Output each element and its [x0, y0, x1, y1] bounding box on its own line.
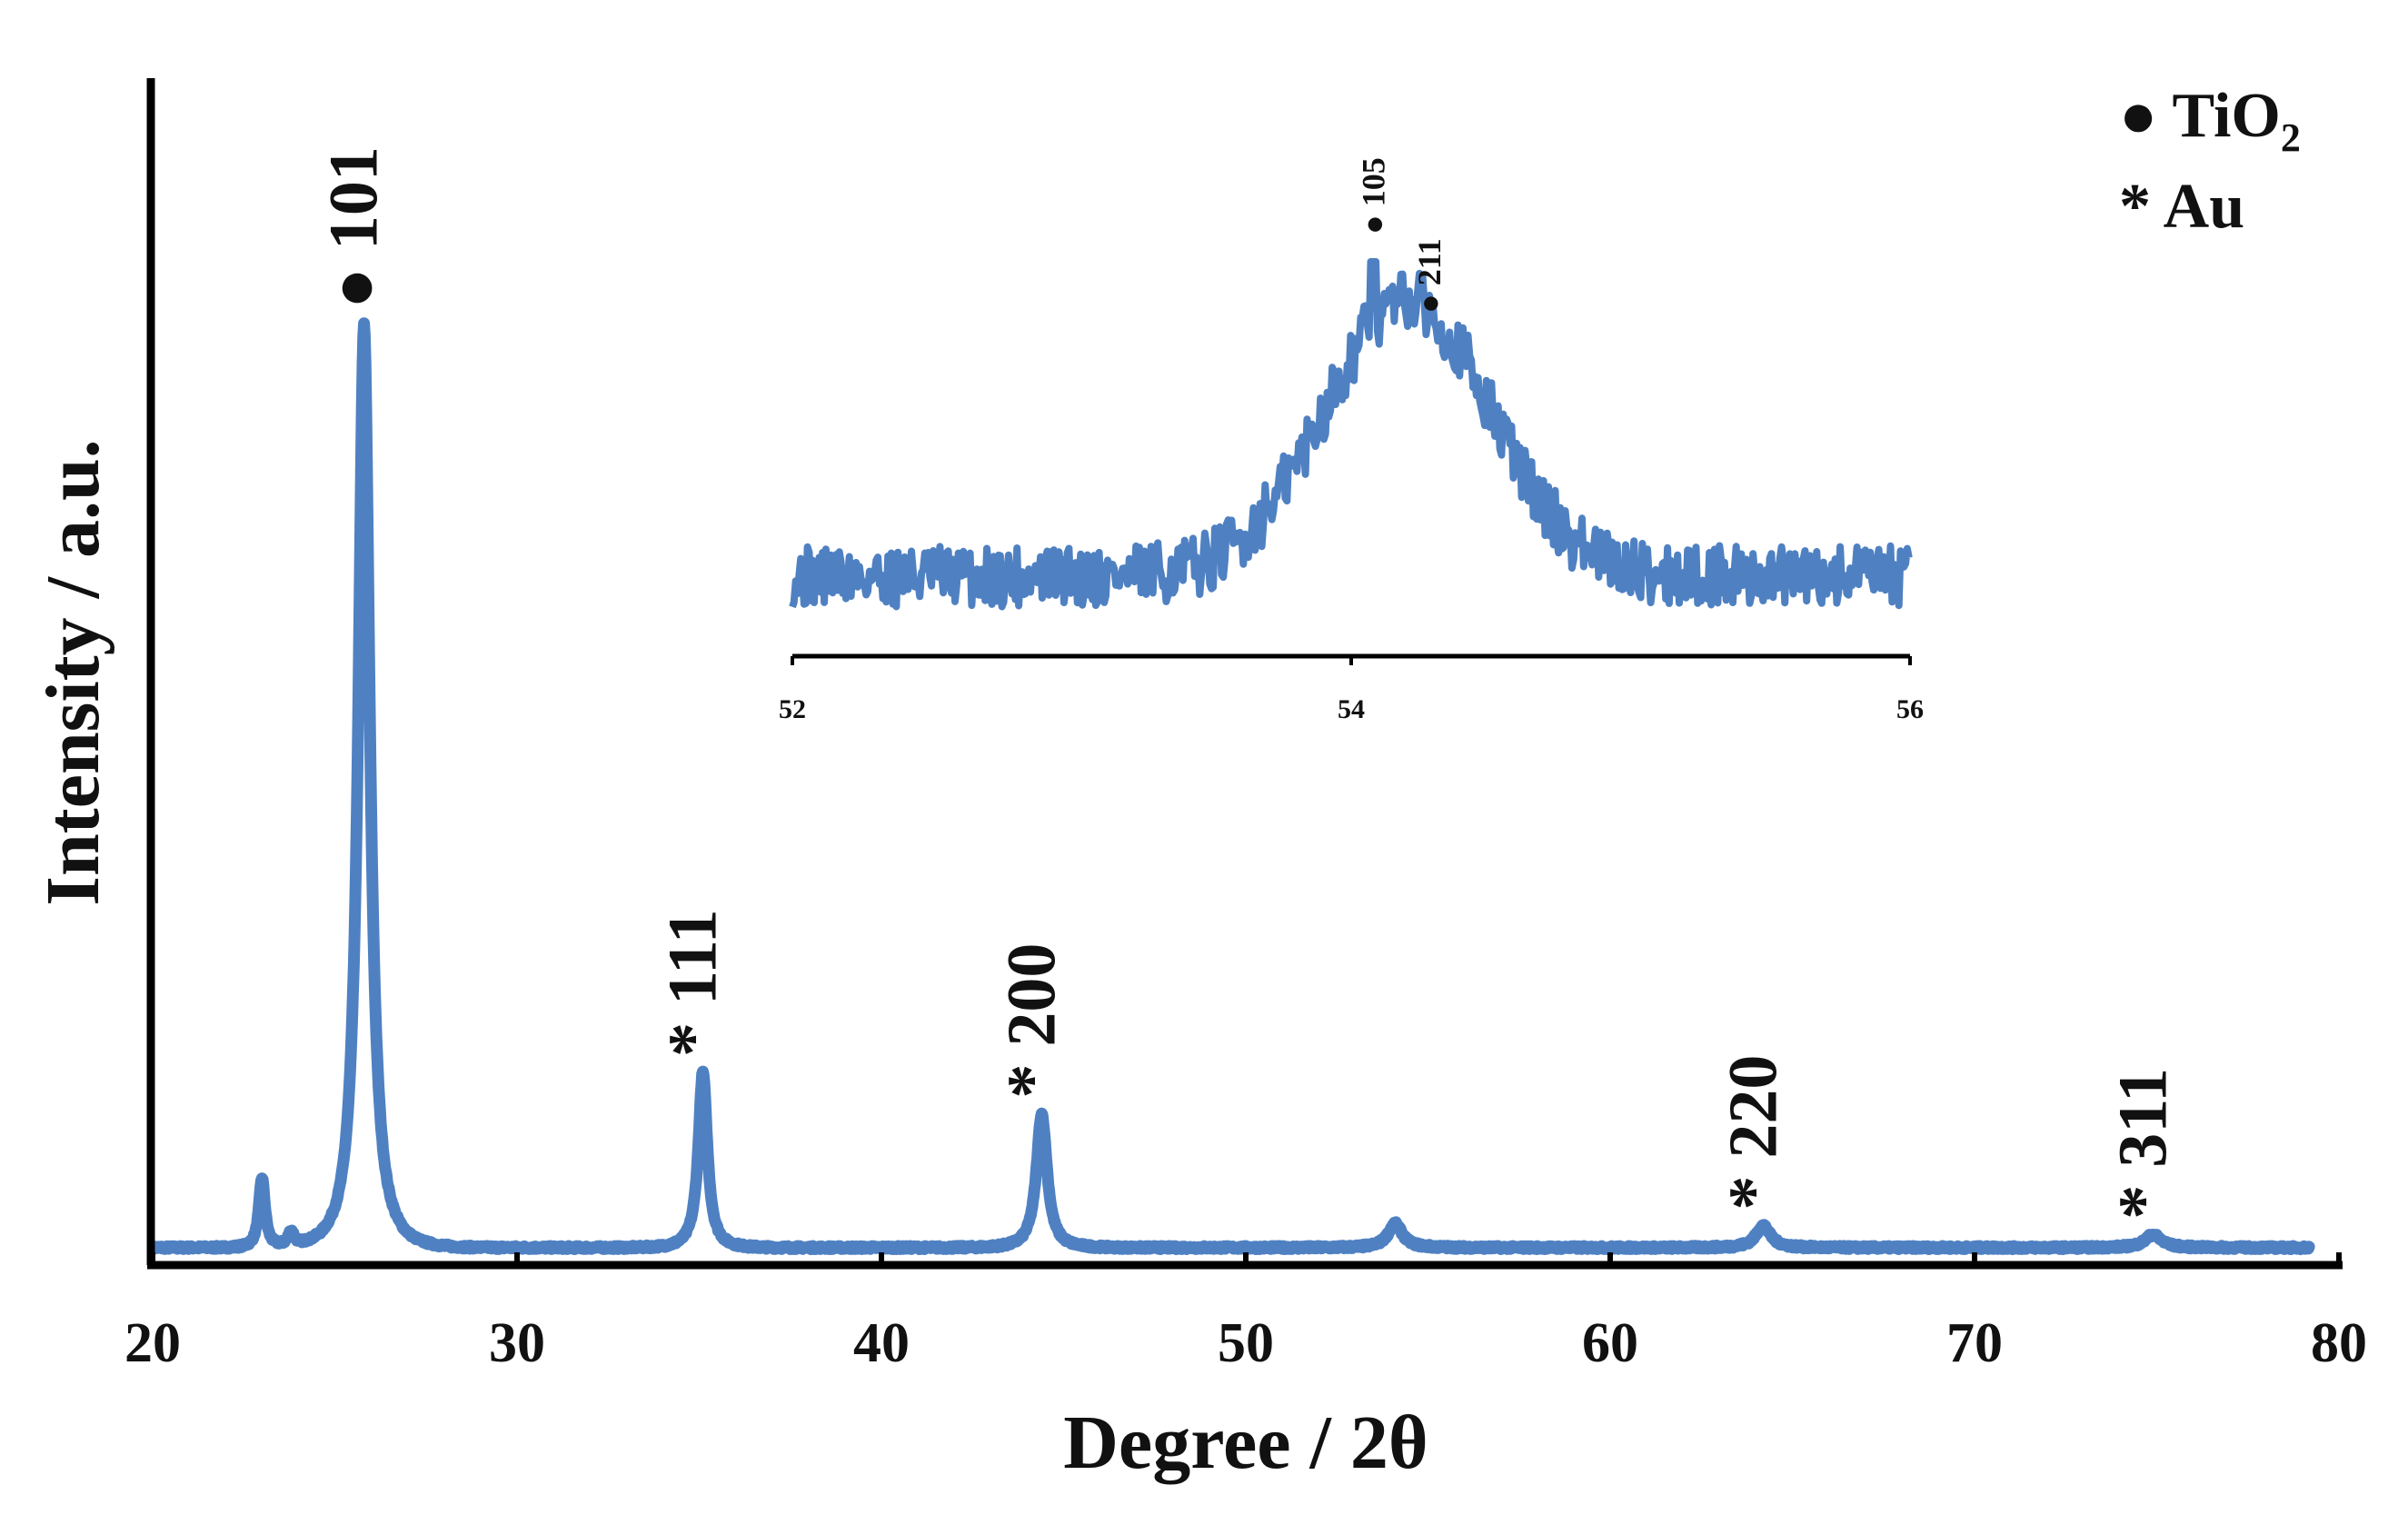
inset-plot: 52 54 56 ● 105 ● 211: [779, 157, 1924, 724]
x-tick-label: 20: [124, 1312, 181, 1374]
peak-label-text: * 111: [655, 909, 731, 1057]
inset-series-line: [789, 258, 1913, 611]
peak-label-text: * 200: [993, 943, 1070, 1099]
peak-label-101: ● 101: [316, 146, 393, 309]
peak-label-text: * 220: [1715, 1055, 1791, 1211]
x-tick-label: 30: [489, 1312, 545, 1374]
inset-x-tick-label: 52: [779, 694, 806, 724]
inset-peak-label-211: ● 211: [1411, 238, 1448, 314]
x-tick-label: 80: [2311, 1312, 2367, 1374]
x-tick-label: 70: [1946, 1312, 2003, 1374]
peak-label-text: * 311: [2105, 1068, 2181, 1220]
inset-x-ticks: 52 54 56: [779, 656, 1924, 724]
peak-label-311: * 311: [2105, 1068, 2181, 1220]
x-ticks: 20 30 40 50 60 70 80: [124, 1252, 2367, 1374]
y-axis-title: Intensity / a.u.: [31, 439, 115, 905]
legend: ● TiO2 * Au: [2119, 81, 2301, 242]
peak-label-text: ● 101: [316, 146, 393, 309]
main-series-line: [146, 317, 2315, 1255]
inset-peak-label-105: ● 105: [1356, 157, 1392, 234]
peak-label-220: * 220: [1715, 1055, 1791, 1211]
inset-x-tick-label: 56: [1896, 694, 1924, 724]
x-axis-title: Degree / 2θ: [1063, 1400, 1428, 1485]
x-tick-label: 60: [1582, 1312, 1638, 1374]
peak-label-200: * 200: [993, 943, 1070, 1099]
peak-labels: ● 101 * 111 * 200 * 220 * 311: [316, 146, 2182, 1220]
main-plot: 20 30 40 50 60 70 80 ● 101 * 111 * 200 * 220 * 311…: [31, 78, 2367, 1485]
x-tick-label: 40: [853, 1312, 910, 1374]
inset-x-tick-label: 54: [1338, 694, 1365, 724]
inset-peak-label-text: ● 211: [1411, 238, 1448, 314]
legend-item-tio2: ● TiO2: [2119, 81, 2301, 160]
inset-peak-labels: ● 105 ● 211: [1356, 157, 1448, 314]
peak-label-111: * 111: [655, 909, 731, 1057]
legend-item-au: * Au: [2119, 172, 2244, 242]
x-tick-label: 50: [1218, 1312, 1274, 1374]
inset-peak-label-text: ● 105: [1356, 157, 1392, 234]
